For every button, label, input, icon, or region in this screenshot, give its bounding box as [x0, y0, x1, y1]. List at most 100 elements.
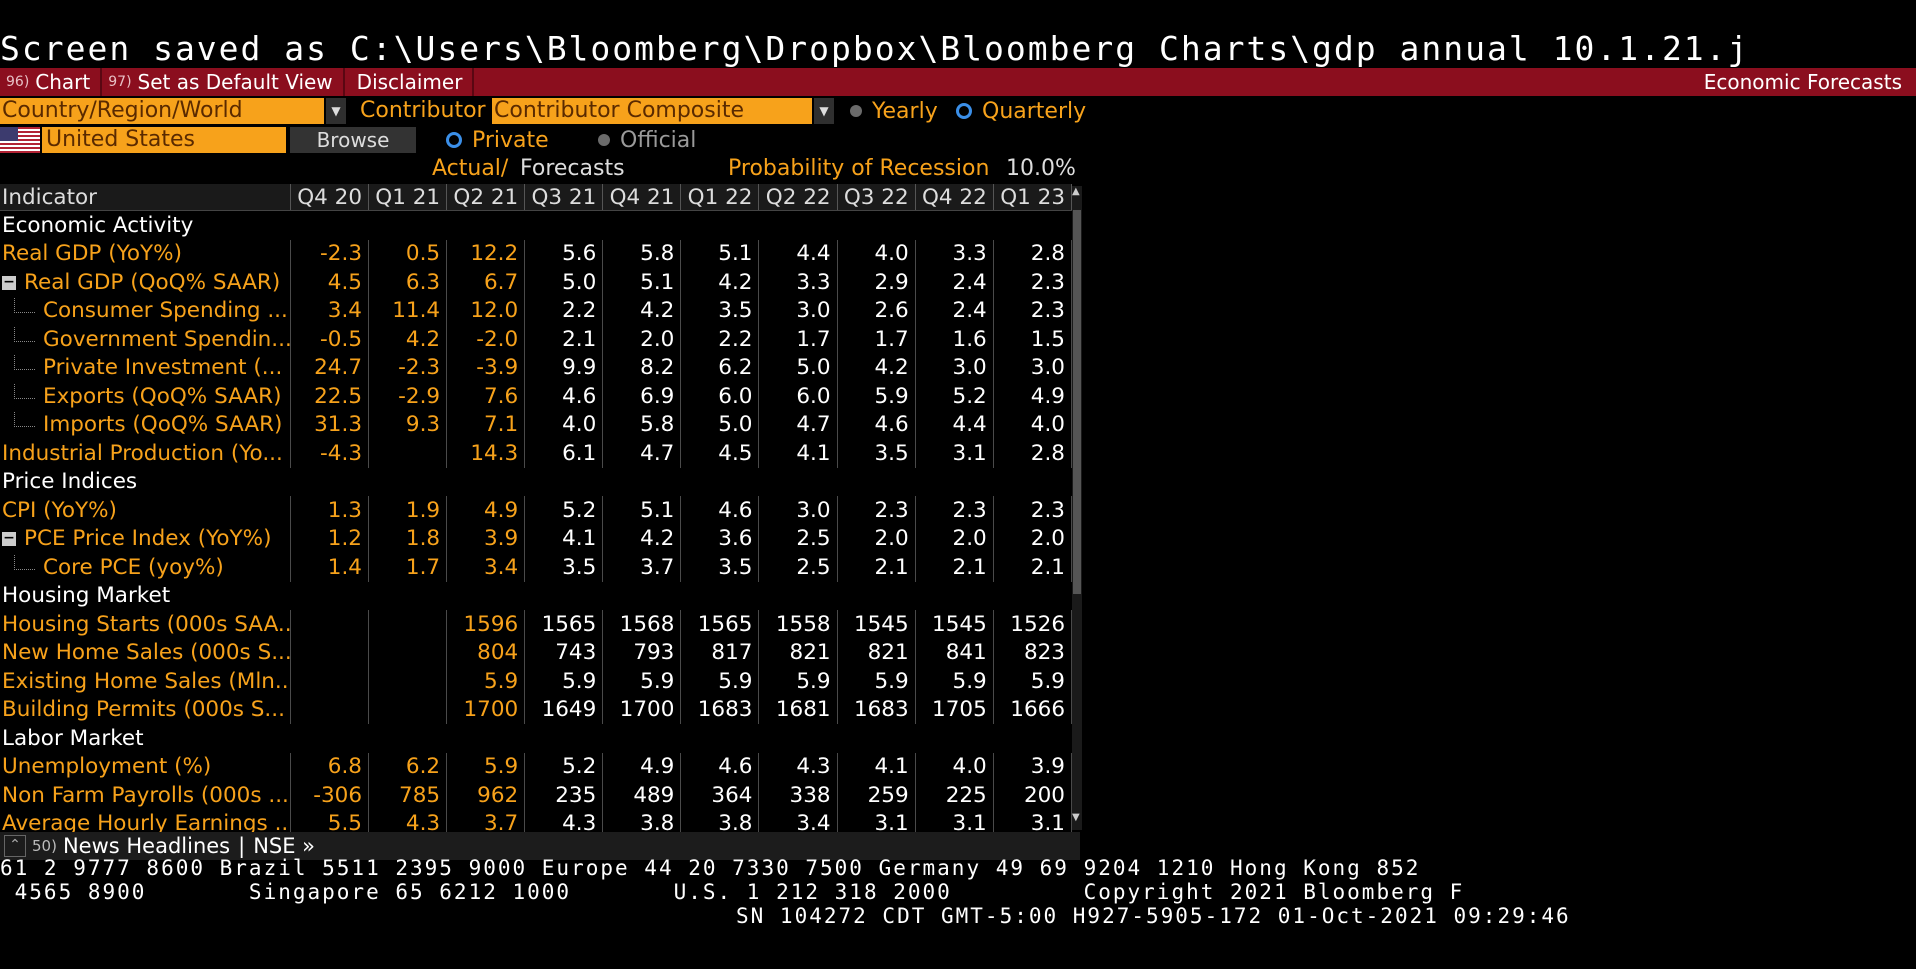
value-cell[interactable]: 785 [368, 781, 448, 810]
value-cell[interactable]: 11.4 [368, 296, 448, 325]
collapse-icon[interactable]: − [2, 530, 16, 547]
value-cell[interactable]: 804 [446, 638, 526, 667]
value-cell[interactable]: 1683 [837, 695, 916, 724]
value-cell[interactable]: 1.7 [368, 553, 448, 582]
value-cell[interactable]: 821 [758, 638, 838, 667]
value-cell[interactable]: 4.7 [758, 410, 838, 439]
value-cell[interactable]: 1568 [602, 610, 682, 639]
value-cell[interactable]: -306 [290, 781, 370, 810]
region-select[interactable]: Country/Region/World [0, 98, 324, 124]
value-cell[interactable]: -2.9 [368, 382, 448, 411]
value-cell[interactable]: 1.4 [290, 553, 370, 582]
value-cell[interactable]: 3.0 [758, 296, 838, 325]
value-cell[interactable]: 12.0 [446, 296, 526, 325]
value-cell[interactable]: 7.6 [446, 382, 526, 411]
value-cell[interactable] [368, 638, 448, 667]
value-cell[interactable]: 841 [915, 638, 994, 667]
value-cell[interactable]: 1.5 [993, 325, 1073, 354]
value-cell[interactable]: 4.4 [758, 239, 838, 268]
value-cell[interactable]: 3.9 [446, 524, 526, 553]
value-cell[interactable]: 6.9 [602, 382, 682, 411]
value-cell[interactable]: 5.9 [837, 382, 916, 411]
value-cell[interactable]: 200 [993, 781, 1073, 810]
indicator-cell[interactable]: Government Spendin... [0, 325, 291, 354]
indicator-cell[interactable]: Existing Home Sales (Mln... [0, 667, 291, 696]
value-cell[interactable]: 4.2 [368, 325, 448, 354]
value-cell[interactable]: 4.2 [602, 296, 682, 325]
value-cell[interactable]: 2.8 [993, 239, 1073, 268]
value-cell[interactable]: 4.0 [524, 410, 604, 439]
indicator-cell[interactable]: Building Permits (000s S... [0, 695, 291, 724]
value-cell[interactable]: 6.2 [680, 353, 760, 382]
value-cell[interactable]: 3.1 [915, 439, 994, 468]
table-row[interactable]: − Real GDP (QoQ% SAAR) 4.5 6.3 6.7 5.0 5.1 4.2 3… [0, 268, 1073, 297]
table-row[interactable]: Government Spendin... -0.5 4.2 -2.0 2.1 2.0 2.… [0, 325, 1073, 354]
value-cell[interactable]: 1545 [837, 610, 916, 639]
value-cell[interactable]: 4.7 [602, 439, 682, 468]
value-cell[interactable]: 1.2 [290, 524, 370, 553]
value-cell[interactable]: 4.6 [524, 382, 604, 411]
value-cell[interactable]: 1526 [993, 610, 1073, 639]
value-cell[interactable] [368, 695, 448, 724]
value-cell[interactable]: 2.0 [915, 524, 994, 553]
table-row[interactable]: Existing Home Sales (Mln... 5.9 5.9 5.9 5.9 5… [0, 667, 1073, 696]
value-cell[interactable]: 259 [837, 781, 916, 810]
value-cell[interactable]: 6.2 [368, 752, 448, 781]
column-header[interactable]: Q2 21 [446, 184, 526, 211]
value-cell[interactable]: 5.2 [915, 382, 994, 411]
value-cell[interactable]: 3.4 [290, 296, 370, 325]
value-cell[interactable]: 12.2 [446, 239, 526, 268]
value-cell[interactable]: 2.0 [993, 524, 1073, 553]
value-cell[interactable]: 2.2 [524, 296, 604, 325]
table-scroll-thumb[interactable] [1073, 210, 1081, 594]
value-cell[interactable]: 3.5 [524, 553, 604, 582]
value-cell[interactable]: 5.1 [680, 239, 760, 268]
value-cell[interactable]: 4.0 [915, 752, 994, 781]
value-cell[interactable]: 3.9 [993, 752, 1073, 781]
value-cell[interactable]: 2.0 [602, 325, 682, 354]
table-row[interactable]: Consumer Spending ... 3.4 11.4 12.0 2.2 4.2 3.… [0, 296, 1073, 325]
value-cell[interactable]: 3.0 [993, 353, 1073, 382]
value-cell[interactable]: 2.3 [993, 268, 1073, 297]
column-header[interactable]: Q4 20 [290, 184, 370, 211]
value-cell[interactable]: -2.3 [368, 353, 448, 382]
yearly-radio[interactable]: Yearly [850, 98, 938, 124]
value-cell[interactable]: 5.9 [993, 667, 1073, 696]
value-cell[interactable]: 4.6 [837, 410, 916, 439]
table-row[interactable]: CPI (YoY%) 1.3 1.9 4.9 5.2 5.1 4.6 3.0 2.3 2.3 2.3 [0, 496, 1073, 525]
value-cell[interactable]: 5.6 [524, 239, 604, 268]
value-cell[interactable] [290, 667, 370, 696]
table-row[interactable]: Real GDP (YoY%) -2.3 0.5 12.2 5.6 5.8 5.1 4.4 4.… [0, 239, 1073, 268]
value-cell[interactable]: 6.0 [758, 382, 838, 411]
value-cell[interactable] [368, 439, 448, 468]
value-cell[interactable]: 3.0 [758, 496, 838, 525]
quarterly-radio[interactable]: Quarterly [956, 98, 1086, 124]
value-cell[interactable]: 6.8 [290, 752, 370, 781]
collapse-icon[interactable]: − [2, 273, 16, 290]
value-cell[interactable]: 5.8 [602, 239, 682, 268]
value-cell[interactable]: 5.9 [837, 667, 916, 696]
value-cell[interactable]: 1666 [993, 695, 1073, 724]
value-cell[interactable]: 2.0 [837, 524, 916, 553]
value-cell[interactable]: 4.2 [602, 524, 682, 553]
table-row[interactable]: Housing Starts (000s SAA... 1596 1565 1568 1… [0, 610, 1073, 639]
value-cell[interactable]: 5.9 [602, 667, 682, 696]
column-header[interactable]: Q4 21 [602, 184, 682, 211]
scroll-down-icon[interactable]: ▼ [1072, 812, 1080, 823]
value-cell[interactable]: 1545 [915, 610, 994, 639]
news-headlines-link[interactable]: News Headlines [62, 834, 231, 858]
value-cell[interactable]: 4.5 [680, 439, 760, 468]
value-cell[interactable]: 6.1 [524, 439, 604, 468]
value-cell[interactable]: 2.1 [837, 553, 916, 582]
value-cell[interactable]: 4.2 [837, 353, 916, 382]
value-cell[interactable]: 1.9 [368, 496, 448, 525]
indicator-cell[interactable]: Private Investment (... [0, 353, 291, 382]
value-cell[interactable]: 2.9 [837, 268, 916, 297]
value-cell[interactable]: 5.0 [524, 268, 604, 297]
value-cell[interactable]: 9.9 [524, 353, 604, 382]
table-row[interactable]: Exports (QoQ% SAAR) 22.5 -2.9 7.6 4.6 6.9 6.0 6… [0, 382, 1073, 411]
value-cell[interactable]: 5.9 [446, 667, 526, 696]
value-cell[interactable]: 489 [602, 781, 682, 810]
value-cell[interactable]: 3.0 [915, 353, 994, 382]
value-cell[interactable]: 2.1 [915, 553, 994, 582]
